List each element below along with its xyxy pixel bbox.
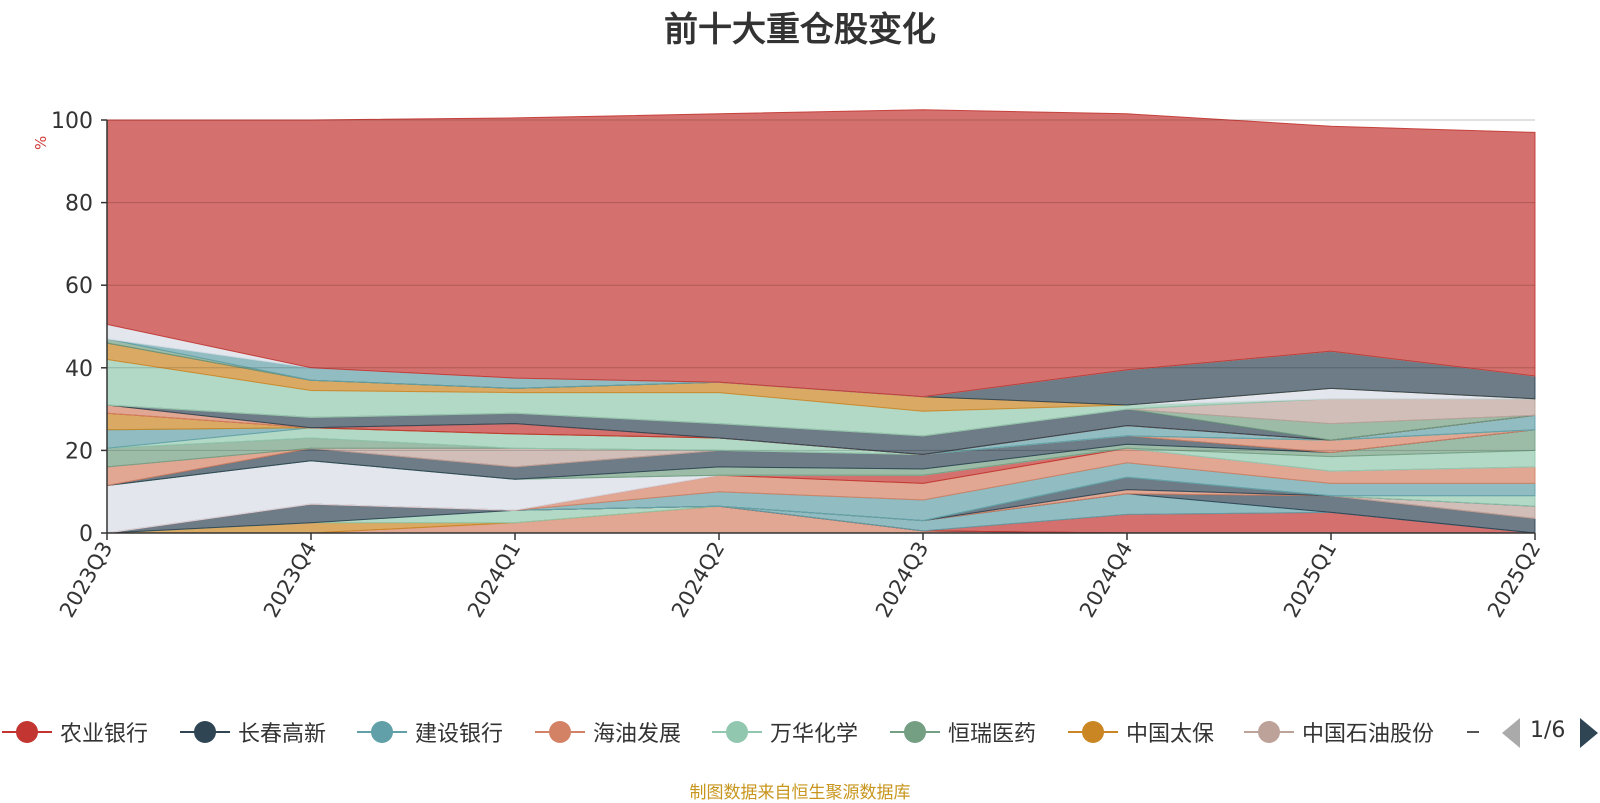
legend-marker-icon	[712, 712, 762, 752]
legend-item[interactable]: 中国太保	[1068, 712, 1214, 752]
legend-item[interactable]: 万华化学	[712, 712, 858, 752]
legend-item[interactable]: 长春高新	[180, 712, 326, 752]
chart-title: 前十大重仓股变化	[664, 10, 936, 50]
y-tick-label: 80	[65, 192, 93, 217]
legend-marker-icon	[1068, 712, 1118, 752]
legend-label: 农业银行	[60, 722, 149, 747]
y-tick-label: 100	[51, 109, 93, 134]
legend-label: 海油发展	[593, 722, 682, 747]
legend-page-indicator: 1/6	[1530, 718, 1566, 743]
legend-item[interactable]: 中国石油股份	[1244, 712, 1434, 752]
legend-label: 建设银行	[415, 722, 504, 747]
x-tick-label: 2024Q2	[667, 538, 729, 622]
x-tick-label: 2024Q4	[1075, 538, 1137, 622]
legend-prev-page-icon[interactable]	[1502, 718, 1520, 748]
y-tick-label: 60	[65, 274, 93, 299]
legend-item[interactable]: 海油发展	[535, 712, 681, 752]
y-tick-label: 40	[65, 357, 93, 382]
stacked-area-chart: 0 20 40 60 80 100 2023Q3 2023Q4 2024Q1 2024Q2 2024…	[51, 109, 1545, 622]
x-tick-label: 2025Q1	[1279, 538, 1341, 622]
y-tick-label: 20	[65, 439, 93, 464]
area-series	[106, 109, 1536, 398]
legend-item[interactable]: 建设银行	[357, 712, 503, 752]
legend-marker-icon	[357, 712, 407, 752]
x-tick-label: 2023Q4	[259, 538, 321, 622]
legend-item[interactable]: 恒瑞医药	[890, 712, 1036, 752]
legend-next-page-icon[interactable]	[1580, 718, 1598, 748]
legend-label: 长春高新	[238, 722, 327, 747]
x-tick-label: 2023Q3	[55, 538, 117, 622]
legend-label: 万华化学	[770, 722, 859, 747]
legend-marker-icon	[1244, 712, 1294, 752]
x-tick-label: 2025Q2	[1483, 538, 1545, 622]
x-tick-label: 2024Q3	[871, 538, 933, 622]
legend-marker-icon	[180, 712, 230, 752]
legend-truncated-marker	[1467, 731, 1479, 733]
legend-label: 恒瑞医药	[948, 722, 1037, 747]
area-series-group	[106, 109, 1536, 534]
legend-label: 中国太保	[1126, 722, 1215, 747]
y-tick-label: 0	[79, 522, 93, 547]
legend-item[interactable]: 农业银行	[2, 712, 148, 752]
legend-label: 中国石油股份	[1302, 722, 1435, 747]
legend-marker-icon	[535, 712, 585, 752]
legend: 农业银行 长春高新 建设银行 海油发展 万华化学 恒瑞医药 中国太保 中国石油股份	[0, 712, 1600, 752]
source-note: 制图数据来自恒生聚源数据库	[689, 783, 911, 803]
legend-marker-icon	[890, 712, 940, 752]
x-tick-label: 2024Q1	[463, 538, 525, 622]
legend-marker-icon	[2, 712, 52, 752]
